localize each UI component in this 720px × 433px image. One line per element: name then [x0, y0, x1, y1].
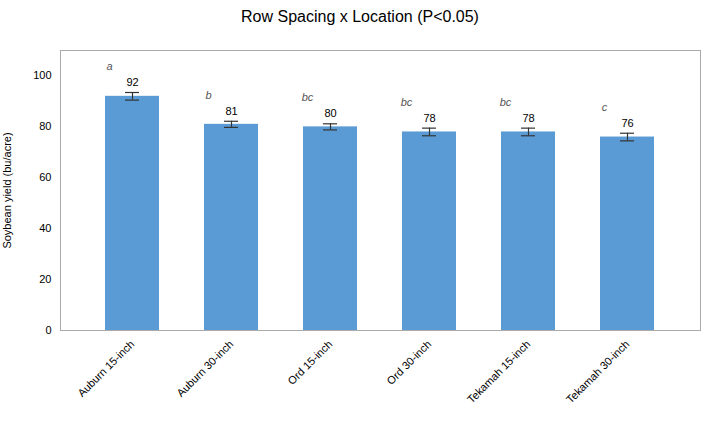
- svg-text:c: c: [602, 101, 608, 113]
- svg-text:60: 60: [39, 171, 51, 183]
- svg-text:78: 78: [522, 112, 534, 124]
- svg-text:20: 20: [39, 273, 51, 285]
- svg-text:0: 0: [45, 324, 51, 336]
- svg-text:Soybean yield (bu/acre): Soybean yield (bu/acre): [1, 132, 13, 248]
- html-text:Row Spacing x Location (P<0.05: Row Spacing x Location (P<0.05): [241, 8, 479, 25]
- svg-text:40: 40: [39, 222, 51, 234]
- svg-text:Ord 30-inch: Ord 30-inch: [384, 338, 433, 387]
- svg-text:Tekamah 30-inch: Tekamah 30-inch: [564, 338, 632, 406]
- svg-text:bc: bc: [302, 91, 314, 103]
- svg-text:81: 81: [225, 105, 237, 117]
- svg-text:bc: bc: [401, 96, 413, 108]
- svg-text:Auburn 30-inch: Auburn 30-inch: [174, 338, 235, 399]
- svg-text:100: 100: [33, 69, 51, 81]
- svg-text:Ord 15-inch: Ord 15-inch: [285, 338, 334, 387]
- svg-text:bc: bc: [500, 96, 512, 108]
- svg-text:Tekamah 15-inch: Tekamah 15-inch: [465, 338, 533, 406]
- svg-text:76: 76: [621, 117, 633, 129]
- svg-text:b: b: [205, 89, 211, 101]
- svg-text:Auburn 15-inch: Auburn 15-inch: [75, 338, 136, 399]
- svg-text:92: 92: [126, 76, 138, 88]
- svg-text:a: a: [106, 60, 112, 72]
- svg-text:80: 80: [324, 107, 336, 119]
- svg-text:80: 80: [39, 120, 51, 132]
- svg-text:78: 78: [423, 112, 435, 124]
